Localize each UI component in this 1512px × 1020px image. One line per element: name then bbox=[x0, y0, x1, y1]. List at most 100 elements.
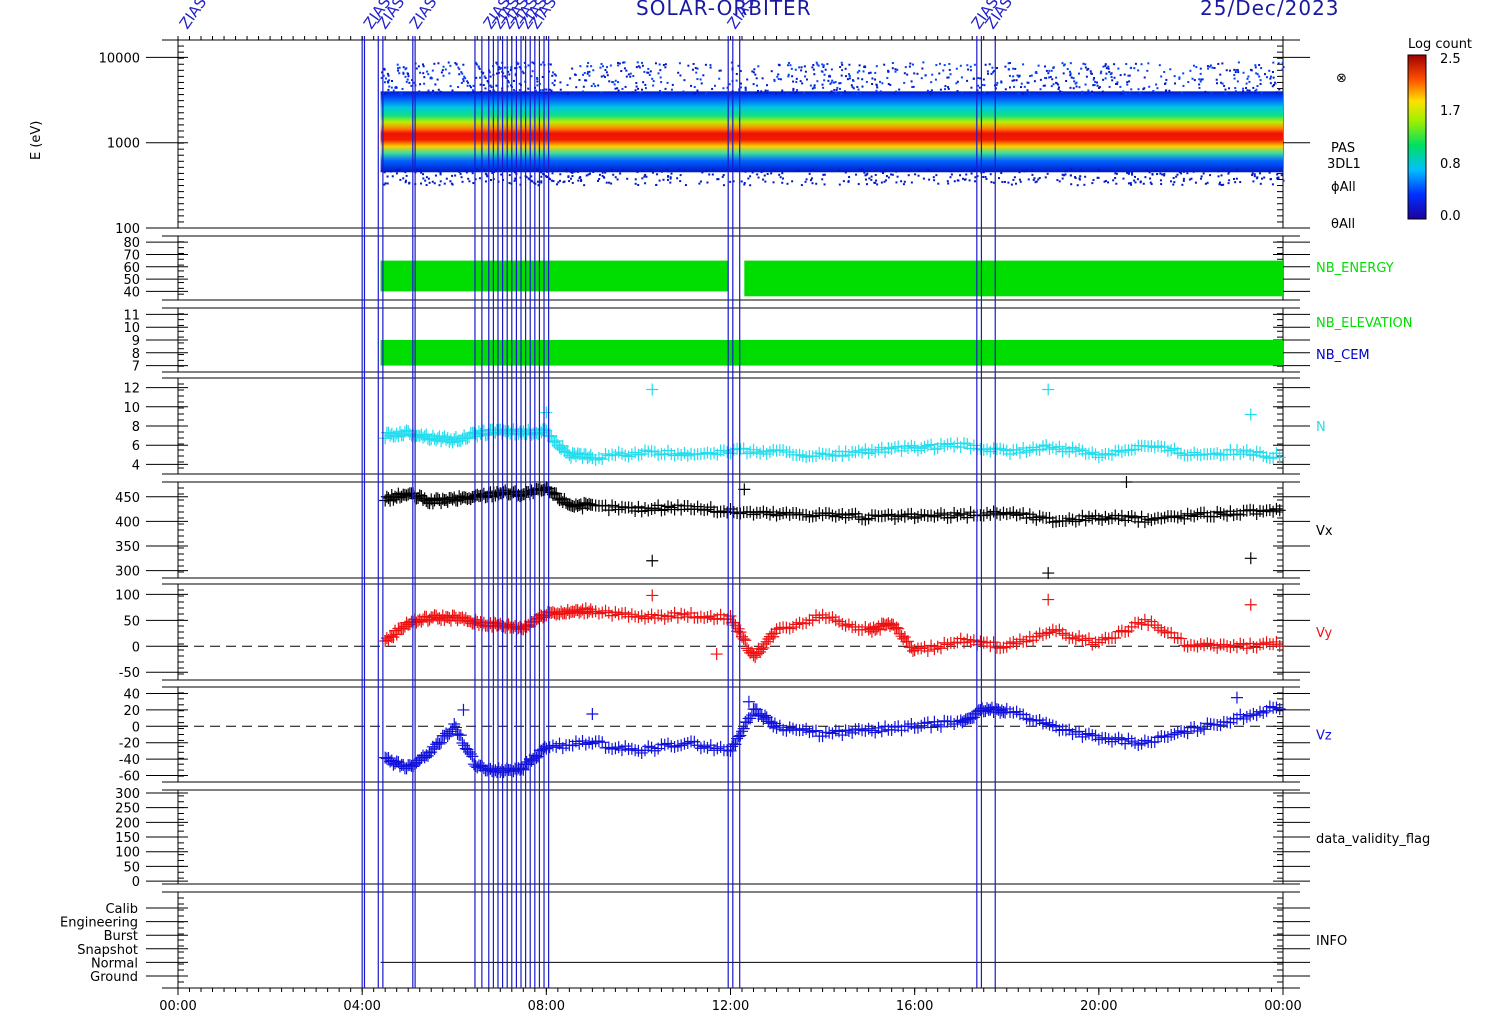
spectrogram-speckle bbox=[1027, 81, 1030, 84]
spectrogram-speckle bbox=[1026, 81, 1029, 84]
spectrogram-speckle bbox=[1039, 78, 1042, 81]
Vy-point bbox=[890, 621, 903, 634]
spectrogram-speckle bbox=[1149, 177, 1152, 180]
spectrogram-speckle bbox=[978, 86, 981, 89]
spectrogram-speckle bbox=[764, 180, 767, 183]
spectrogram-speckle bbox=[495, 84, 498, 87]
spectrogram-speckle bbox=[1258, 64, 1261, 67]
spectrogram-speckle bbox=[641, 64, 644, 67]
Vz-point bbox=[678, 737, 691, 750]
y-tick-label-3-4: 4 bbox=[132, 458, 140, 473]
spectrogram-speckle bbox=[776, 75, 779, 78]
Vx-point bbox=[770, 509, 783, 522]
spectrogram-speckle bbox=[531, 61, 534, 64]
spectrogram-speckle bbox=[1069, 72, 1072, 75]
spectrogram-speckle bbox=[494, 168, 497, 171]
spectrogram-speckle bbox=[1126, 171, 1129, 174]
Vx-point bbox=[990, 507, 1003, 520]
info-level-label-3: Snapshot bbox=[77, 943, 138, 958]
spectrogram-speckle bbox=[587, 173, 590, 176]
Vz-point bbox=[1020, 712, 1033, 725]
Vz-point bbox=[1181, 727, 1194, 740]
spectrogram-speckle bbox=[1062, 64, 1065, 67]
spectrogram-speckle bbox=[1180, 91, 1183, 94]
Vy-point bbox=[609, 606, 622, 619]
Vy-point bbox=[767, 630, 780, 643]
spectrogram-speckle bbox=[537, 184, 540, 187]
Vz-point bbox=[1066, 728, 1079, 741]
spectrogram-speckle bbox=[626, 177, 629, 180]
spectrogram-speckle bbox=[1001, 181, 1004, 184]
Vy-point bbox=[1175, 632, 1188, 645]
spectrogram-speckle bbox=[976, 175, 979, 178]
Vz-point bbox=[1112, 731, 1125, 744]
spectrogram-speckle bbox=[822, 173, 825, 176]
Vx-point bbox=[1270, 502, 1283, 515]
N-point bbox=[721, 446, 734, 459]
spectrogram-speckle bbox=[1091, 182, 1094, 185]
spectrogram-speckle bbox=[829, 75, 832, 78]
N-point bbox=[1076, 444, 1089, 457]
Vy-point bbox=[563, 607, 576, 620]
Vz-point bbox=[1273, 702, 1286, 715]
spectrogram-speckle bbox=[1182, 170, 1185, 173]
spectrogram-speckle bbox=[847, 180, 850, 183]
spectrogram-speckle bbox=[387, 88, 390, 91]
spectrogram-speckle bbox=[809, 84, 812, 87]
spectrogram-speckle bbox=[1078, 178, 1081, 181]
y-tick-label-6-0: 40 bbox=[123, 688, 140, 703]
Vz-point bbox=[415, 752, 428, 765]
spectrogram-speckle bbox=[682, 90, 685, 93]
Vx-point bbox=[879, 509, 892, 522]
spectrogram-speckle bbox=[1056, 179, 1059, 182]
spectrogram-speckle bbox=[1233, 68, 1236, 71]
Vz-point bbox=[1257, 706, 1270, 719]
spectrogram-speckle bbox=[1215, 78, 1218, 81]
spectrogram-speckle bbox=[479, 83, 482, 86]
N-point bbox=[994, 442, 1007, 455]
spectrogram-speckle bbox=[722, 174, 725, 177]
spectrogram-speckle bbox=[763, 174, 766, 177]
spectrogram-speckle bbox=[1122, 90, 1125, 93]
spectrogram-speckle bbox=[1263, 176, 1266, 179]
Vy-point bbox=[727, 616, 740, 629]
spectrogram-speckle bbox=[740, 86, 743, 89]
spectrogram-speckle bbox=[885, 175, 888, 178]
spectrogram-speckle bbox=[1195, 66, 1198, 69]
spectrogram-speckle bbox=[869, 71, 872, 74]
spectrogram-speckle bbox=[1112, 179, 1115, 182]
spectrogram-speckle bbox=[989, 173, 992, 176]
spectrogram-speckle bbox=[420, 171, 423, 174]
N-point bbox=[535, 426, 548, 439]
spectrogram-speckle bbox=[753, 68, 756, 71]
spectrogram-speckle bbox=[1259, 172, 1262, 175]
spectrogram-speckle bbox=[474, 178, 477, 181]
spectrogram-speckle bbox=[1200, 175, 1203, 178]
spectrogram-speckle bbox=[1156, 173, 1159, 176]
Vz-point bbox=[911, 721, 924, 734]
Vz-point bbox=[1138, 734, 1151, 747]
spectrogram-speckle bbox=[1130, 183, 1133, 186]
spectrogram-speckle bbox=[1096, 176, 1099, 179]
Vx-point bbox=[1158, 511, 1171, 524]
spectrogram-speckle bbox=[1107, 67, 1110, 70]
spectrogram-speckle bbox=[505, 76, 508, 79]
spectrogram-speckle bbox=[1138, 91, 1141, 94]
spectrogram-speckle bbox=[461, 72, 464, 75]
Vz-point bbox=[704, 739, 717, 752]
spectrogram-speckle bbox=[604, 171, 607, 174]
N-point bbox=[704, 447, 717, 460]
spectrogram-speckle bbox=[834, 81, 837, 84]
Vz-point bbox=[780, 724, 793, 737]
spectrogram-speckle bbox=[770, 172, 773, 175]
Vy-point bbox=[1165, 626, 1178, 639]
spectrogram-speckle bbox=[571, 67, 574, 70]
Vx-point bbox=[823, 507, 836, 520]
spectrogram-speckle bbox=[625, 69, 628, 72]
Vx-point bbox=[556, 496, 569, 509]
spectrogram-speckle bbox=[1252, 86, 1255, 89]
spectrogram-speckle bbox=[540, 180, 543, 183]
spectrogram-speckle bbox=[887, 70, 890, 73]
spectrogram-speckle bbox=[811, 182, 814, 185]
spectrogram-speckle bbox=[1116, 81, 1119, 84]
